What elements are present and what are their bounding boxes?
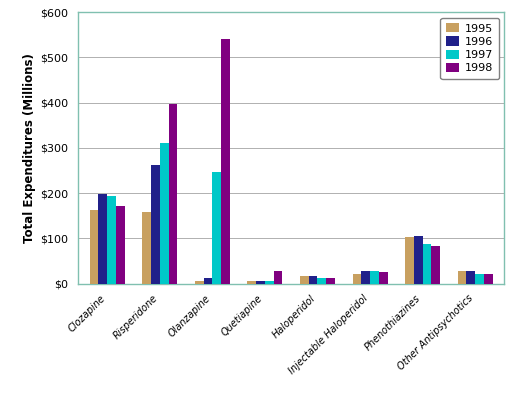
Bar xyxy=(475,273,484,283)
Bar xyxy=(248,281,256,284)
Bar xyxy=(204,278,212,284)
Bar xyxy=(221,39,230,284)
Bar xyxy=(370,271,379,283)
Bar xyxy=(256,281,265,284)
Bar xyxy=(98,194,107,284)
Bar xyxy=(265,281,274,284)
Bar xyxy=(318,277,326,284)
Bar xyxy=(195,281,204,284)
Bar xyxy=(300,276,309,283)
Bar xyxy=(142,213,151,284)
Bar xyxy=(432,246,440,284)
Bar xyxy=(309,276,318,283)
Bar xyxy=(160,143,168,284)
Bar xyxy=(466,271,475,283)
Bar xyxy=(405,237,414,284)
Bar xyxy=(168,104,177,284)
Bar xyxy=(107,196,116,284)
Y-axis label: Total Expenditures (Millions): Total Expenditures (Millions) xyxy=(23,53,36,243)
Bar xyxy=(89,210,98,284)
Bar xyxy=(458,271,466,284)
Bar xyxy=(361,271,370,284)
Bar xyxy=(116,206,125,284)
Bar xyxy=(484,273,493,283)
Bar xyxy=(212,172,221,284)
Bar xyxy=(151,164,160,284)
Legend: 1995, 1996, 1997, 1998: 1995, 1996, 1997, 1998 xyxy=(440,18,499,79)
Bar xyxy=(353,273,361,283)
Bar xyxy=(326,277,335,284)
Bar xyxy=(423,244,432,284)
Bar xyxy=(414,236,423,284)
Bar xyxy=(274,271,282,284)
Bar xyxy=(379,272,387,283)
